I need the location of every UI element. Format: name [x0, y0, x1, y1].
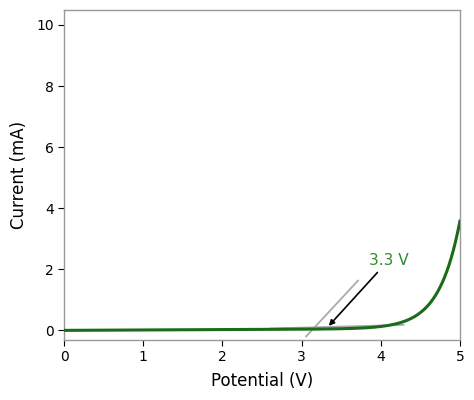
Text: 3.3 V: 3.3 V [330, 253, 409, 324]
Y-axis label: Current (mA): Current (mA) [10, 120, 27, 229]
X-axis label: Potential (V): Potential (V) [211, 372, 313, 390]
